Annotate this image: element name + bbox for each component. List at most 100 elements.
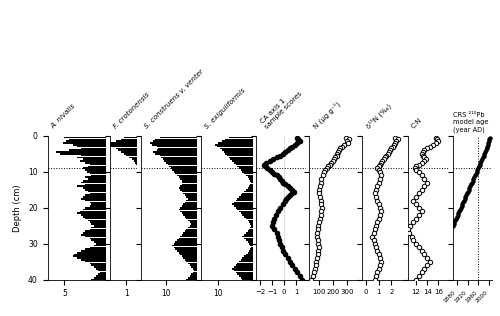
Bar — [250, 228, 253, 230]
Bar — [244, 216, 253, 217]
Bar — [251, 225, 253, 227]
Bar — [193, 268, 198, 270]
Bar — [86, 236, 106, 237]
Bar — [188, 227, 198, 228]
Bar — [215, 144, 253, 146]
Bar — [86, 218, 106, 219]
Bar — [81, 155, 106, 156]
Bar — [190, 225, 198, 227]
Bar — [182, 205, 198, 207]
Bar — [172, 245, 198, 246]
Bar — [60, 153, 106, 155]
Text: C:N: C:N — [410, 117, 423, 130]
Bar — [186, 218, 198, 219]
Bar — [185, 216, 198, 217]
Bar — [244, 238, 253, 239]
Bar — [186, 228, 198, 230]
Bar — [226, 153, 253, 155]
Bar — [248, 230, 253, 232]
Bar — [174, 243, 198, 245]
Bar — [134, 160, 137, 162]
Bar — [92, 175, 106, 176]
Bar — [160, 155, 198, 156]
Bar — [250, 184, 253, 185]
Bar — [162, 157, 198, 158]
Bar — [246, 239, 253, 241]
Bar — [242, 279, 253, 281]
Bar — [240, 169, 253, 171]
Text: F. crotonensis: F. crotonensis — [112, 91, 151, 130]
Bar — [80, 160, 106, 162]
Bar — [182, 184, 198, 185]
Bar — [238, 198, 253, 200]
Bar — [62, 142, 106, 144]
Bar — [81, 214, 106, 216]
Bar — [178, 238, 198, 239]
Bar — [222, 141, 253, 142]
Bar — [176, 173, 198, 174]
Text: S. exiguliformis: S. exiguliformis — [204, 87, 246, 130]
Bar — [240, 194, 253, 196]
Bar — [110, 142, 137, 144]
Bar — [83, 209, 106, 210]
Bar — [81, 182, 106, 183]
Bar — [186, 261, 198, 263]
Bar — [242, 171, 253, 173]
Bar — [81, 234, 106, 235]
Bar — [64, 137, 106, 138]
Bar — [244, 234, 253, 235]
Bar — [86, 184, 106, 185]
Bar — [174, 246, 198, 248]
Bar — [248, 252, 253, 253]
Bar — [238, 166, 253, 167]
Bar — [86, 176, 106, 178]
Bar — [248, 187, 253, 189]
Text: S. construens v. venter: S. construens v. venter — [144, 68, 205, 130]
Bar — [239, 167, 253, 169]
Bar — [191, 266, 198, 268]
Bar — [242, 214, 253, 216]
Bar — [227, 155, 253, 156]
Bar — [155, 139, 198, 140]
Bar — [90, 173, 106, 174]
Bar — [68, 139, 106, 140]
Bar — [94, 225, 106, 227]
Bar — [191, 273, 198, 275]
Bar — [90, 192, 106, 194]
Bar — [88, 178, 106, 180]
Bar — [86, 194, 106, 196]
Bar — [176, 241, 198, 243]
Bar — [83, 196, 106, 198]
Bar — [236, 264, 253, 266]
Bar — [168, 164, 198, 166]
Bar — [188, 263, 198, 264]
Text: CRS ²¹⁰Pb
model age
(year AD): CRS ²¹⁰Pb model age (year AD) — [453, 112, 488, 133]
Bar — [83, 158, 106, 160]
Bar — [83, 180, 106, 182]
Bar — [150, 142, 198, 144]
Bar — [246, 218, 253, 219]
Bar — [228, 137, 253, 138]
Bar — [185, 194, 198, 196]
Bar — [185, 202, 198, 203]
Bar — [86, 248, 106, 250]
Bar — [250, 178, 253, 180]
Bar — [77, 185, 106, 187]
Bar — [124, 137, 137, 138]
Bar — [77, 252, 106, 253]
Bar — [160, 137, 198, 138]
Bar — [87, 171, 106, 173]
Bar — [246, 189, 253, 191]
Bar — [154, 141, 198, 142]
Bar — [184, 232, 198, 234]
Bar — [100, 272, 106, 273]
Bar — [242, 236, 253, 237]
Bar — [83, 232, 106, 234]
Bar — [177, 175, 198, 176]
Bar — [86, 207, 106, 209]
Bar — [250, 227, 253, 228]
Bar — [121, 151, 137, 153]
Bar — [92, 223, 106, 225]
Bar — [238, 263, 253, 264]
Bar — [232, 268, 253, 270]
